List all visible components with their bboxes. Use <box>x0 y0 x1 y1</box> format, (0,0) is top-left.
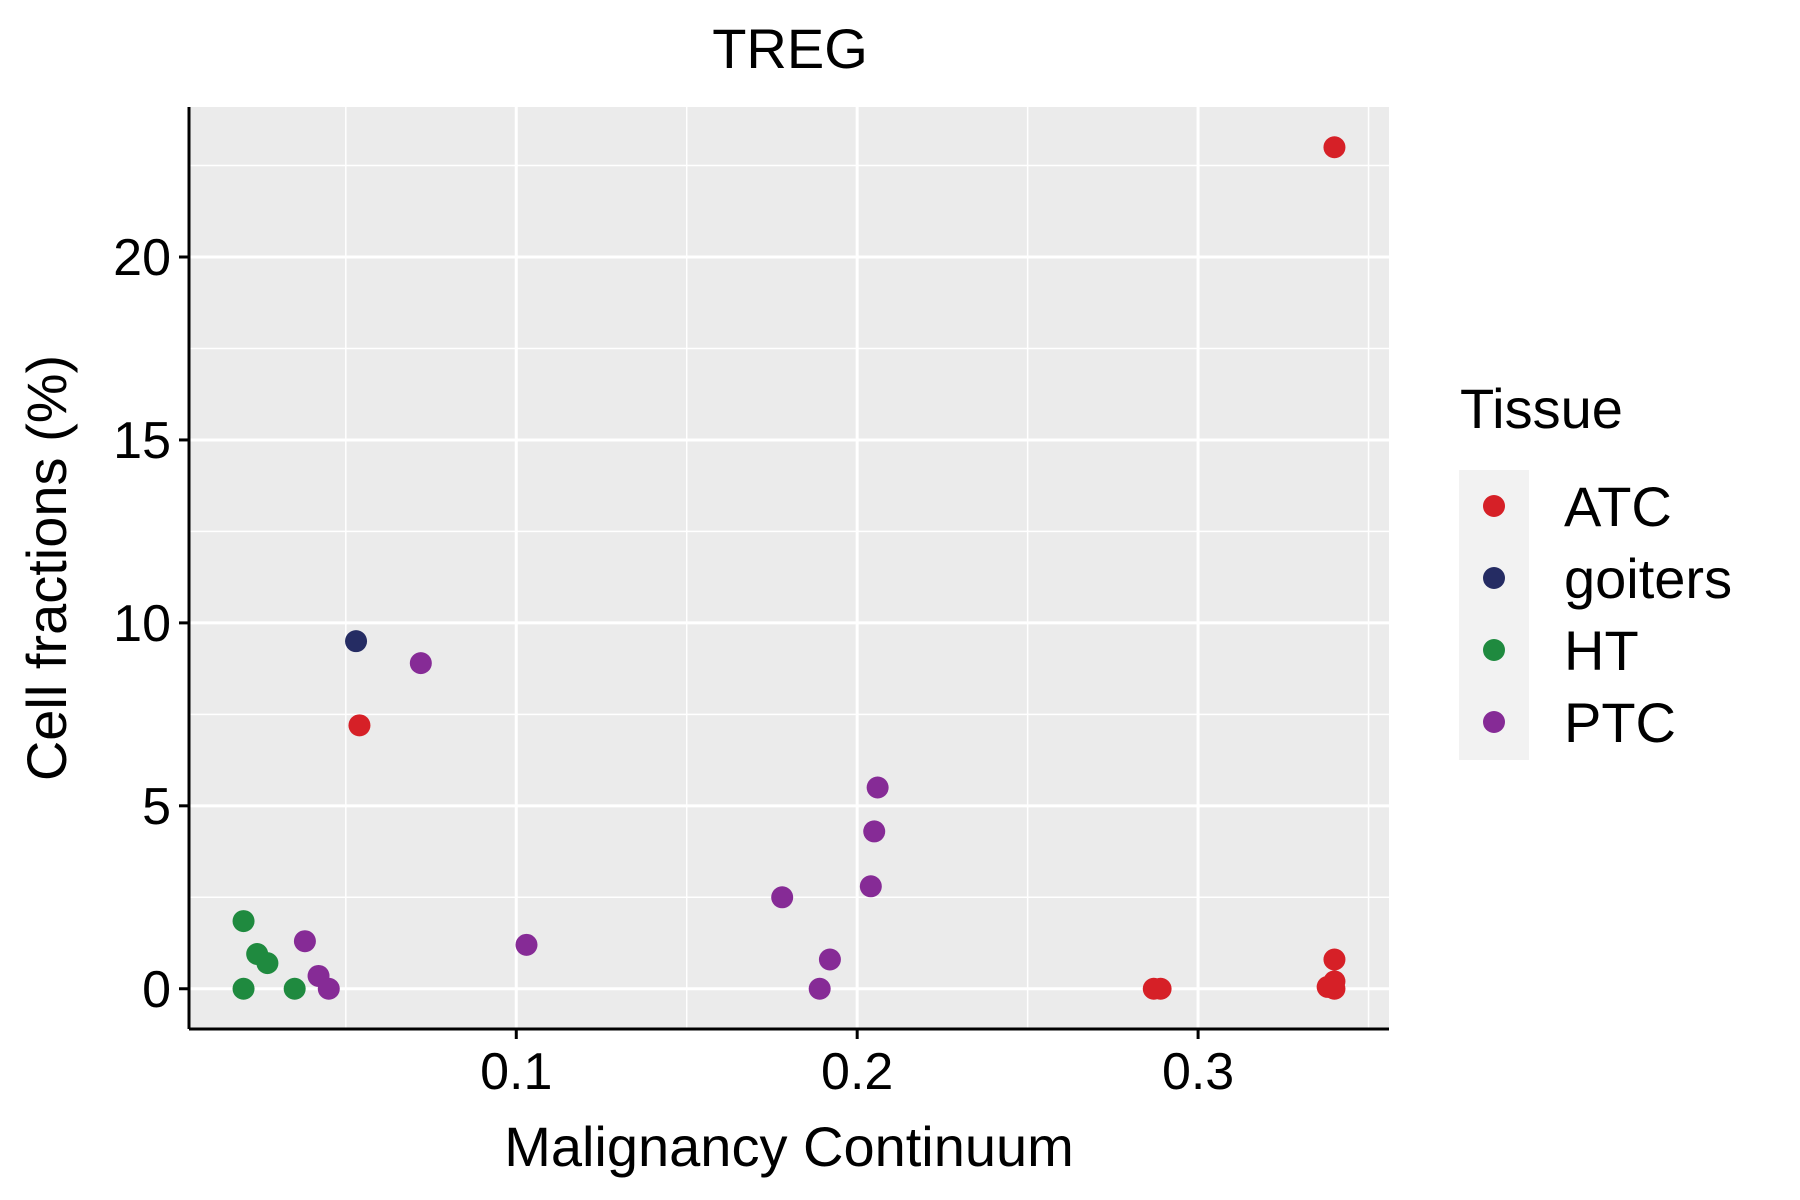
data-point-ht <box>232 977 255 1000</box>
plot-panel <box>189 107 1389 1029</box>
legend-label-atc: ATC <box>1564 475 1672 538</box>
y-tick-label: 0 <box>142 961 171 1019</box>
legend-label-ht: HT <box>1564 619 1639 682</box>
y-tick-label: 20 <box>113 229 171 287</box>
data-point-ht <box>256 952 279 975</box>
legend-key-goiters <box>1483 567 1505 589</box>
data-point-atc <box>1323 948 1346 971</box>
data-point-atc <box>348 714 371 737</box>
data-point-atc <box>1149 977 1172 1000</box>
data-points <box>232 136 1346 1000</box>
data-point-atc <box>1323 136 1346 159</box>
x-tick-label: 0.2 <box>821 1043 893 1101</box>
legend-label-ptc: PTC <box>1564 691 1676 754</box>
data-point-goiters <box>345 630 368 653</box>
grid-lines <box>189 107 1389 1029</box>
data-point-ptc <box>293 930 316 953</box>
data-point-ptc <box>771 886 794 909</box>
x-axis-title: Malignancy Continuum <box>504 1115 1074 1178</box>
data-point-ht <box>283 977 306 1000</box>
data-point-ptc <box>818 948 841 971</box>
legend-key-atc <box>1483 495 1505 517</box>
data-point-ptc <box>515 933 538 956</box>
data-point-ptc <box>409 652 432 675</box>
x-tick-label: 0.1 <box>480 1043 552 1101</box>
data-point-ptc <box>863 820 886 843</box>
data-point-ptc <box>859 875 882 898</box>
legend-key-ht <box>1483 639 1505 661</box>
data-point-ptc <box>317 977 340 1000</box>
legend-items: ATC goiters HT PTC <box>1483 475 1732 754</box>
legend-key-ptc <box>1483 711 1505 733</box>
chart-title: TREG <box>712 17 868 80</box>
legend: Tissue ATC goiters HT PTC <box>1459 377 1732 760</box>
y-tick-label: 15 <box>113 412 171 470</box>
data-point-ptc <box>866 776 889 799</box>
y-axis-title: Cell fractions (%) <box>15 355 78 781</box>
x-tick-label: 0.3 <box>1162 1043 1234 1101</box>
data-point-ptc <box>808 977 831 1000</box>
legend-label-goiters: goiters <box>1564 547 1732 610</box>
legend-title: Tissue <box>1460 377 1623 440</box>
data-point-ht <box>232 910 255 933</box>
axis-ticks: 0 5 10 15 20 0.1 0.2 0.3 <box>113 229 1234 1101</box>
data-point-atc <box>1323 977 1346 1000</box>
y-tick-label: 10 <box>113 595 171 653</box>
y-tick-label: 5 <box>142 778 171 836</box>
